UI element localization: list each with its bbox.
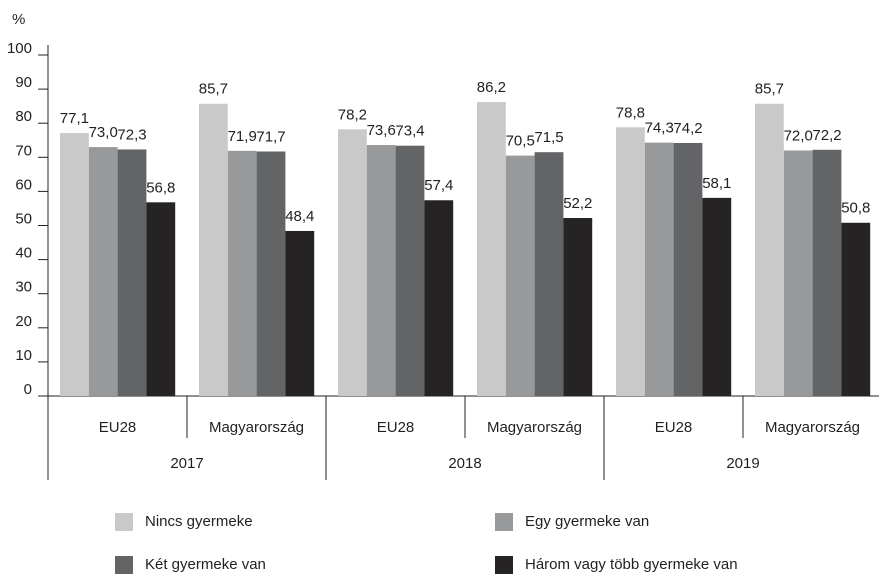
y-tick-label: 40 [15, 245, 32, 262]
value-label: 74,2 [673, 120, 702, 137]
x-tick-label: EU28 [377, 419, 415, 436]
bar [841, 222, 871, 396]
bar [424, 200, 454, 396]
y-tick-label: 50 [15, 210, 32, 227]
bar [534, 152, 564, 396]
y-tick-label: 20 [15, 313, 32, 330]
bar [227, 150, 257, 396]
legend-swatch [495, 513, 513, 531]
legend-label: Három vagy több gyermeke van [525, 556, 738, 573]
bar [783, 150, 813, 396]
value-label: 70,5 [506, 133, 535, 150]
bar [702, 197, 732, 396]
bar [755, 103, 784, 396]
group-label: 2019 [726, 455, 759, 472]
x-tick-label: Magyarország [209, 419, 304, 436]
value-label: 85,7 [755, 81, 784, 98]
value-label: 74,3 [645, 120, 674, 137]
bar [117, 149, 147, 396]
bar [60, 133, 89, 397]
bar [673, 142, 703, 396]
y-tick-label: 80 [15, 108, 32, 125]
value-label: 73,0 [89, 124, 118, 141]
group-label: 2017 [170, 455, 203, 472]
x-tick-label: EU28 [655, 419, 693, 436]
legend-swatch [115, 513, 133, 531]
value-label: 72,0 [784, 127, 813, 144]
value-label: 50,8 [841, 200, 870, 217]
y-tick-label: 10 [15, 347, 32, 364]
value-label: 78,2 [338, 106, 367, 123]
bar [644, 142, 674, 396]
y-tick-label: 30 [15, 279, 32, 296]
value-label: 73,4 [395, 123, 424, 140]
group-label: 2018 [448, 455, 481, 472]
bar [199, 103, 228, 396]
bar [477, 102, 506, 397]
bar [338, 129, 367, 396]
legend-label: Egy gyermeke van [525, 513, 649, 530]
bar [616, 127, 645, 397]
bar [395, 145, 425, 396]
bar [146, 202, 176, 396]
value-label: 52,2 [563, 195, 592, 212]
y-tick-label: 0 [24, 381, 32, 398]
bar [285, 230, 315, 396]
value-label: 77,1 [60, 110, 89, 127]
value-label: 71,7 [256, 128, 285, 145]
x-tick-label: Magyarország [765, 419, 860, 436]
bar [812, 149, 842, 396]
y-axis-label: % [12, 11, 25, 28]
value-label: 78,8 [616, 104, 645, 121]
value-label: 72,2 [812, 127, 841, 144]
value-label: 85,7 [199, 81, 228, 98]
bar [563, 217, 593, 396]
bar [505, 155, 535, 396]
x-tick-label: Magyarország [487, 419, 582, 436]
legend-label: Két gyermeke van [145, 556, 266, 573]
legend-label: Nincs gyermeke [145, 513, 253, 530]
value-label: 71,9 [228, 128, 257, 145]
value-label: 56,8 [146, 179, 175, 196]
y-tick-label: 90 [15, 74, 32, 91]
value-label: 58,1 [702, 175, 731, 192]
legend-swatch [115, 556, 133, 574]
value-label: 71,5 [534, 129, 563, 146]
value-label: 86,2 [477, 79, 506, 96]
y-tick-label: 60 [15, 176, 32, 193]
value-label: 48,4 [285, 208, 314, 225]
bar [366, 145, 396, 396]
legend-swatch [495, 556, 513, 574]
y-tick-label: 70 [15, 142, 32, 159]
value-label: 73,6 [367, 122, 396, 139]
value-label: 72,3 [117, 126, 146, 143]
bar [256, 151, 286, 396]
value-label: 57,4 [424, 177, 453, 194]
bar [88, 147, 118, 396]
y-tick-label: 100 [7, 40, 32, 57]
x-tick-label: EU28 [99, 419, 137, 436]
